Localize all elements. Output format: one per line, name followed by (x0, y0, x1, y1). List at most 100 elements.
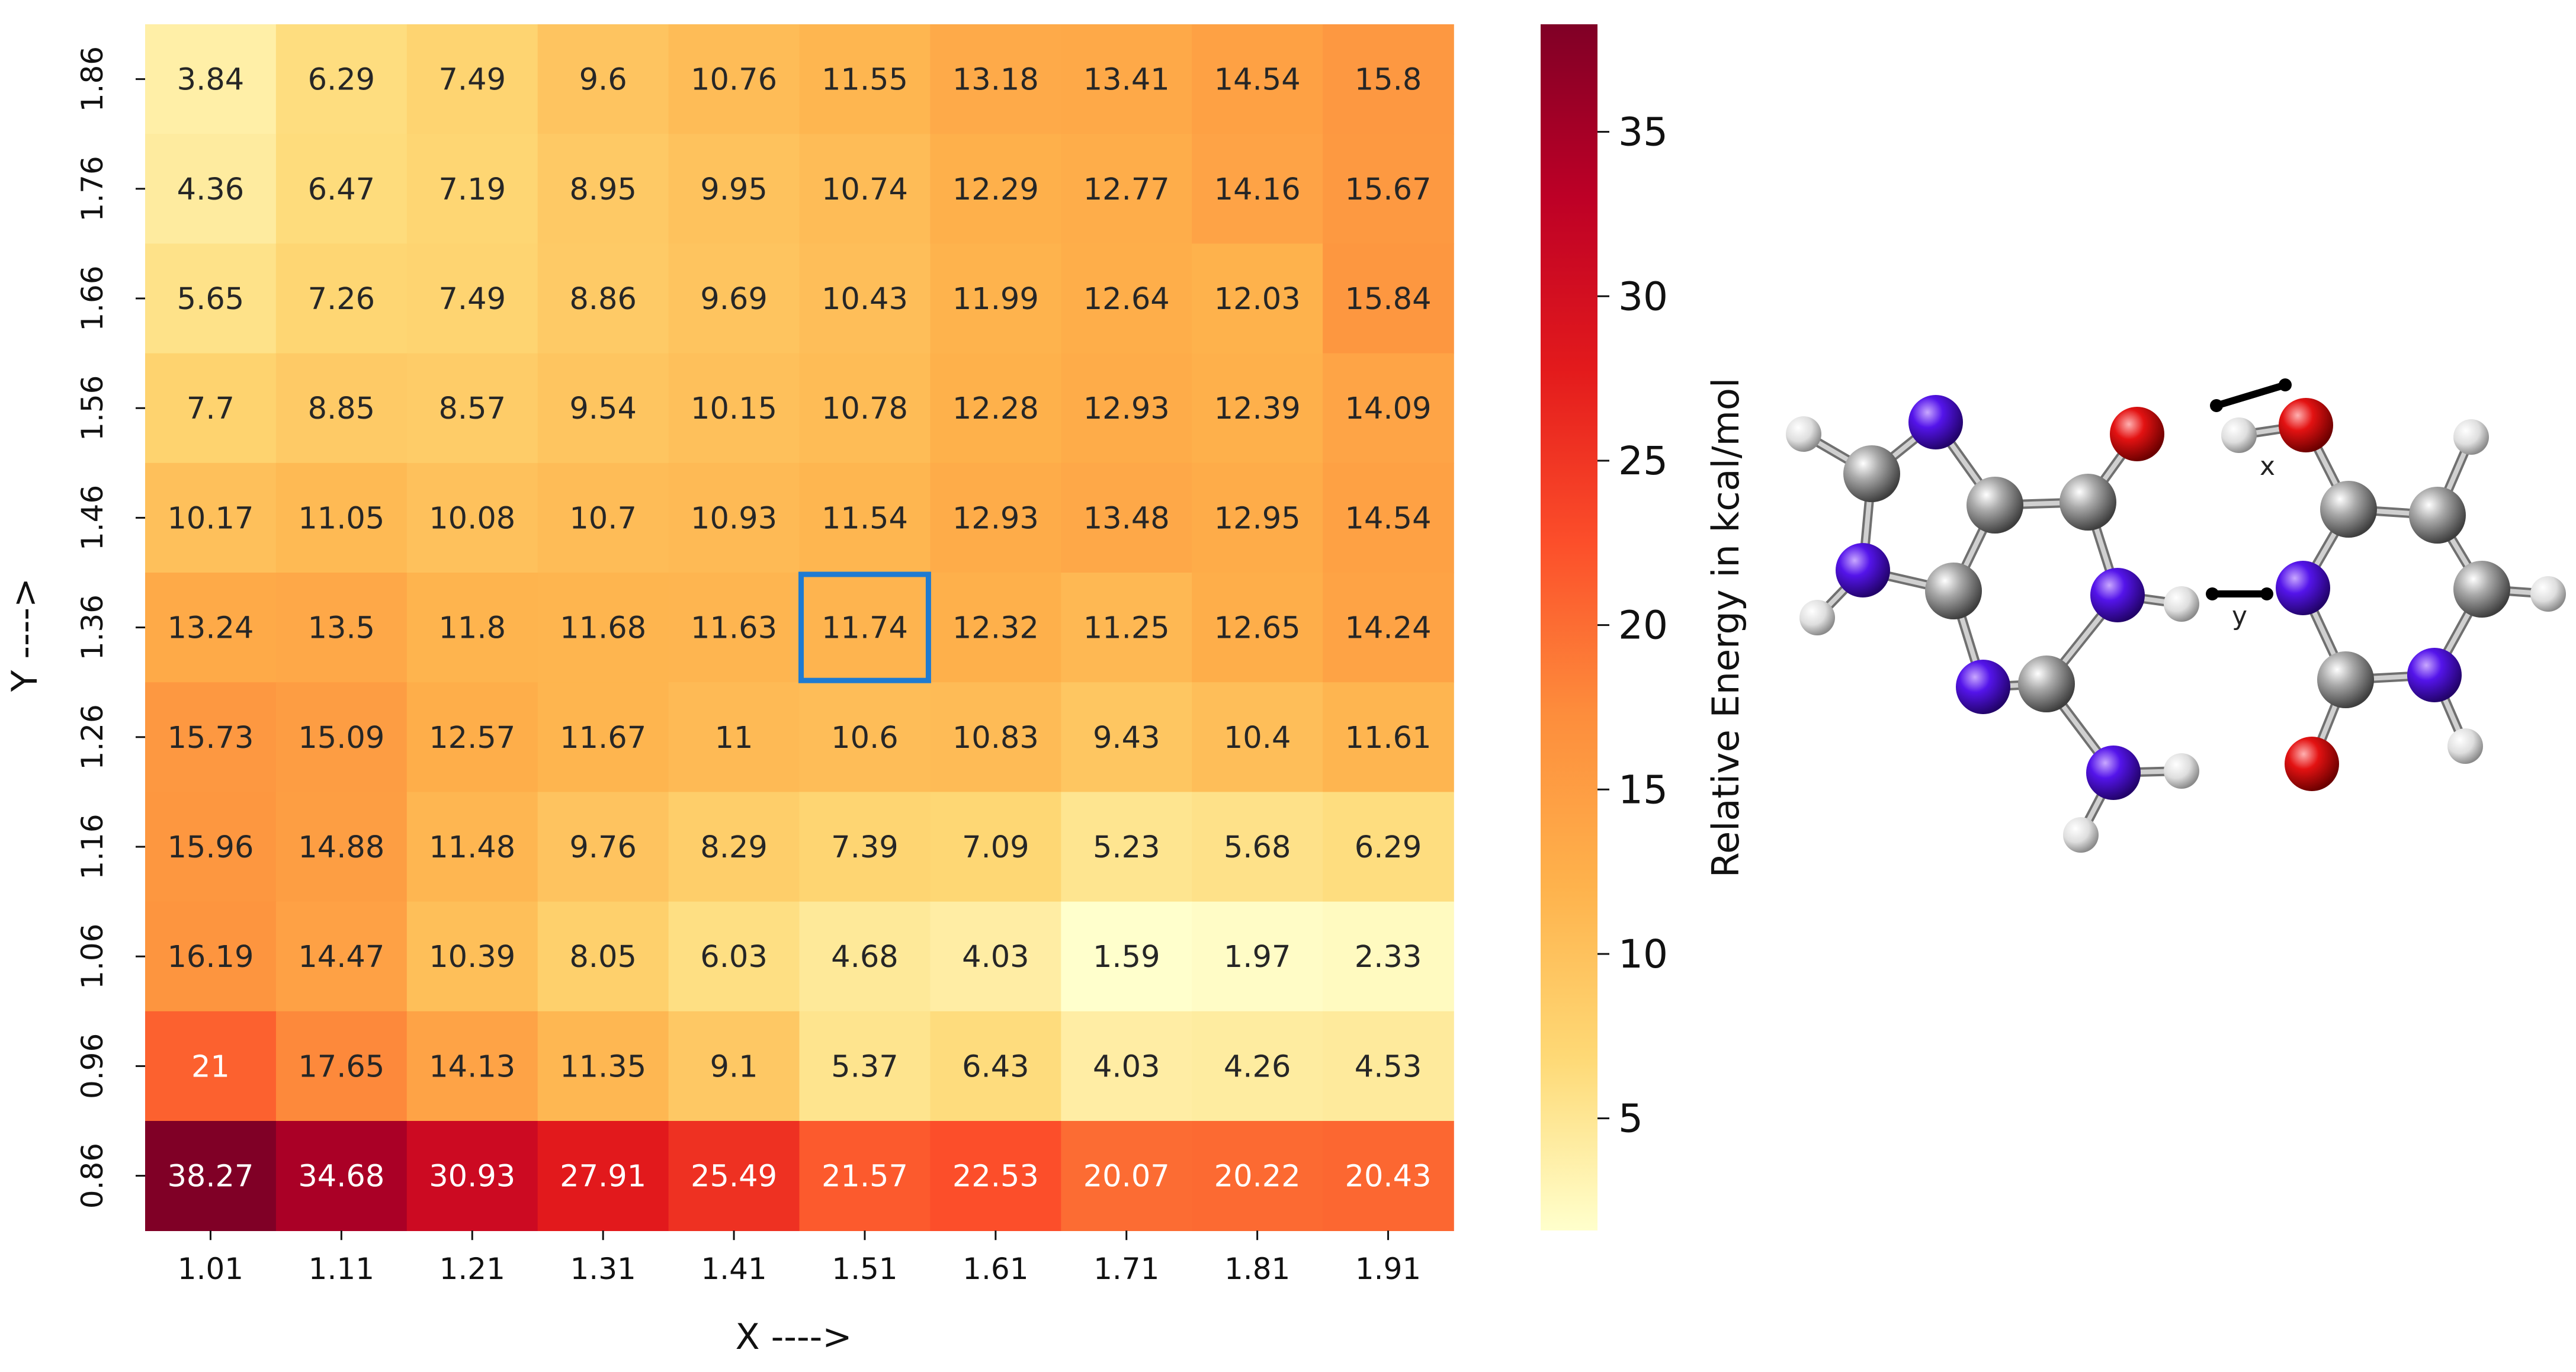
cell-value-label: 11.99 (952, 282, 1039, 317)
x-axis: 1.01 1.11 1.21 1.31 1.41 1.51 1.61 1.71 1.81 1.91 (178, 1230, 1421, 1286)
cell-value-label: 4.03 (962, 940, 1029, 975)
cell-value-label: 11 (715, 721, 753, 756)
cell-value-label: 12.95 (1214, 501, 1301, 536)
cell-value-label: 7.49 (438, 282, 506, 317)
cell-value-label: 9.69 (700, 282, 768, 317)
heatmap-cell (406, 901, 538, 1012)
cell-value-label: 14.09 (1345, 391, 1432, 426)
heatmap-cell (930, 901, 1062, 1012)
hydrogen-atom (2453, 419, 2489, 455)
cell-value-label: 13.24 (167, 611, 254, 646)
heatmap-cell (799, 24, 931, 134)
cell-value-label: 4.68 (831, 940, 899, 975)
cell-value-label: 11.68 (560, 611, 646, 646)
carbon-atom (2409, 487, 2466, 544)
cell-value-label: 14.16 (1214, 172, 1301, 207)
heatmap-cell (275, 1121, 408, 1231)
cell-value-label: 15.73 (167, 721, 254, 756)
cell-value-label: 8.29 (700, 830, 768, 865)
cell-value-label: 12.64 (1083, 282, 1170, 317)
heatmap-cell (1192, 792, 1323, 902)
x-tick-label: 1.01 (178, 1252, 243, 1286)
cell-value-label: 3.84 (177, 63, 245, 98)
heatmap-cell (406, 573, 538, 683)
cell-value-label: 10.83 (952, 721, 1039, 756)
heatmap-cell (1061, 353, 1192, 464)
heatmap-cell (930, 573, 1062, 683)
nitrogen-atom (2086, 746, 2141, 800)
cell-value-label: 10.4 (1224, 721, 1291, 756)
heatmap-cell (275, 1011, 408, 1122)
heatmap-cell (1323, 901, 1454, 1012)
heatmap-cell (799, 1011, 931, 1122)
cell-value-label: 12.32 (952, 611, 1039, 646)
cell-value-label: 8.85 (308, 391, 376, 426)
cell-value-label: 11.61 (1345, 721, 1432, 756)
bond-marker-x (2210, 378, 2292, 412)
x-tick-label: 1.21 (440, 1252, 505, 1286)
colorbar-tick-label: 35 (1618, 110, 1668, 155)
cell-value-label: 9.43 (1093, 721, 1160, 756)
hydrogen-atom (1799, 600, 1835, 635)
heatmap-cell (1061, 573, 1192, 683)
heatmap-cell (799, 353, 931, 464)
heatmap-cell (1323, 134, 1454, 245)
heatmap-cell (930, 243, 1062, 354)
cell-value-label: 13.5 (308, 611, 376, 646)
colorbar-tick-label: 15 (1618, 767, 1668, 812)
heatmap-cell (275, 24, 408, 134)
heatmap-cell (668, 134, 800, 245)
heatmap-cell (145, 1011, 277, 1122)
heatmap-cell (799, 682, 931, 793)
heatmap-cell (668, 1121, 800, 1231)
heatmap-cell (406, 1011, 538, 1122)
y-tick-label: 1.26 (75, 704, 110, 770)
heatmap-cell (930, 462, 1062, 573)
cell-value-label: 21 (191, 1049, 230, 1084)
heatmap-cell (930, 1011, 1062, 1122)
heatmap-cell (668, 462, 800, 573)
heatmap-cell (1192, 353, 1323, 464)
heatmap-cell (145, 24, 277, 134)
molecule-illustration: x y (1786, 378, 2566, 853)
x-tick-label: 1.31 (570, 1252, 636, 1286)
bond-label-y: y (2232, 601, 2247, 631)
heatmap-cell (930, 682, 1062, 793)
cell-value-label: 7.7 (187, 391, 235, 426)
heatmap-cell (799, 1121, 931, 1231)
heatmap-cell (406, 134, 538, 245)
heatmap-cell (1323, 573, 1454, 683)
hydrogen-atom (2447, 728, 2483, 764)
cell-value-label: 12.93 (952, 501, 1039, 536)
cell-value-label: 38.27 (167, 1159, 254, 1194)
cell-value-label: 15.09 (298, 721, 384, 756)
cell-value-label: 10.43 (822, 282, 908, 317)
y-axis-label: Y ----> (4, 578, 46, 693)
heatmap-cell (799, 243, 931, 354)
cell-value-label: 7.09 (962, 830, 1029, 865)
cell-value-label: 11.63 (691, 611, 777, 646)
x-tick-label: 1.41 (701, 1252, 766, 1286)
cell-value-label: 10.08 (429, 501, 515, 536)
y-tick-label: 0.96 (75, 1033, 110, 1099)
heatmap-cell (1192, 682, 1323, 793)
colorbar-tick-label: 20 (1618, 603, 1668, 648)
cell-value-label: 13.48 (1083, 501, 1170, 536)
colorbar-tick-label: 10 (1618, 931, 1668, 977)
molecule-atoms (1786, 395, 2566, 853)
cell-value-label: 4.53 (1355, 1049, 1422, 1084)
heatmap-cell (537, 682, 669, 793)
cell-value-label: 11.48 (429, 830, 515, 865)
heatmap-cell (1061, 1121, 1192, 1231)
cell-value-label: 21.57 (822, 1159, 908, 1194)
heatmap-cell (1323, 243, 1454, 354)
heatmap-cell (1061, 24, 1192, 134)
cell-value-label: 6.47 (308, 172, 376, 207)
cell-value-label: 12.93 (1083, 391, 1170, 426)
cell-value-label: 2.33 (1355, 940, 1422, 975)
heatmap-cell (537, 243, 669, 354)
colorbar-ticks: 5 10 15 20 25 30 35 (1597, 110, 1668, 1142)
cell-value-label: 10.7 (569, 501, 637, 536)
heatmap-cell (668, 1011, 800, 1122)
